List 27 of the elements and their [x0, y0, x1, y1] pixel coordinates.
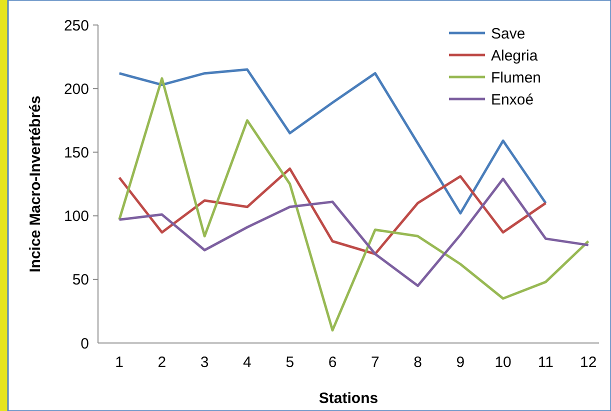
line-series [118, 68, 547, 215]
y-tick-label: 100 [64, 208, 89, 226]
y-axis-title: Incice Macro-Invertébrés [27, 96, 44, 272]
x-tick-label: 3 [200, 354, 209, 371]
x-tick-label: 9 [456, 354, 465, 371]
x-tick-label: 8 [414, 354, 422, 371]
x-tick-label: 12 [580, 354, 597, 371]
x-tick-label: 11 [538, 354, 554, 371]
legend-label: Alegria [491, 47, 538, 64]
legend-label: Save [491, 25, 526, 42]
line-series [118, 167, 547, 256]
x-tick-label: 7 [370, 354, 380, 371]
x-tick-label: 2 [158, 354, 166, 371]
x-tick-label: 6 [328, 354, 337, 371]
y-tick-label: 200 [64, 80, 89, 98]
y-tick-label: 250 [64, 17, 89, 34]
legend-label: Flumen [491, 69, 542, 86]
x-tick-label: 5 [286, 354, 294, 371]
y-tick-label: 50 [72, 272, 89, 289]
legend-label: Enxoé [491, 91, 534, 108]
y-tick-label: 0 [80, 335, 89, 352]
y-tick-label: 150 [64, 144, 89, 162]
x-axis-title: Stations [318, 390, 378, 407]
x-tick-label: 1 [115, 354, 124, 371]
x-tick-label: 4 [243, 354, 252, 371]
x-tick-label: 10 [494, 354, 512, 371]
line-series [118, 178, 590, 288]
